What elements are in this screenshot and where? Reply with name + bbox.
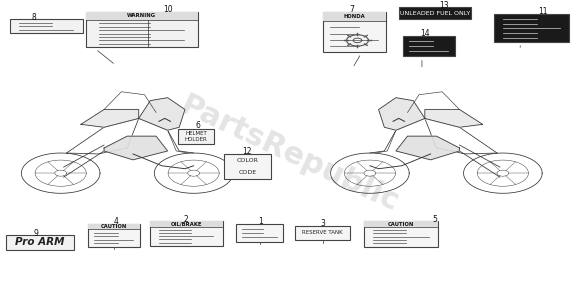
Text: 3: 3 [320,219,325,228]
Bar [150,221,223,227]
Text: WARNING: WARNING [127,13,157,18]
Text: 2: 2 [184,215,188,223]
Text: OIL/BRAKE: OIL/BRAKE [171,222,202,226]
Text: 14: 14 [421,29,430,38]
Bar [88,224,140,229]
Text: CAUTION: CAUTION [388,222,414,227]
Bar [494,14,569,42]
Text: 5: 5 [432,215,437,223]
Text: UNLEADED FUEL ONLY: UNLEADED FUEL ONLY [400,11,470,15]
Text: PartsRepublic: PartsRepublic [175,91,403,217]
Text: HONDA: HONDA [343,14,365,19]
Bar [323,12,386,21]
Text: 12: 12 [243,147,252,156]
Text: CAUTION: CAUTION [101,224,127,229]
Polygon shape [139,98,185,130]
Bar [323,12,386,52]
Text: 9: 9 [34,229,38,238]
Bar [364,221,438,227]
Bar [364,221,438,247]
Polygon shape [104,136,168,160]
Bar [399,7,471,19]
Text: HELMET
HOLDER: HELMET HOLDER [184,131,208,141]
Bar [150,221,223,246]
Bar [88,224,140,247]
Bar [10,19,83,33]
Text: 4: 4 [113,218,118,226]
Bar [403,36,455,56]
Text: 6: 6 [195,121,200,130]
Polygon shape [379,98,425,130]
Polygon shape [396,136,460,160]
Bar [295,226,350,240]
Text: 11: 11 [539,7,548,16]
Bar [224,154,271,179]
Text: 1: 1 [258,218,262,226]
Text: COLOR

CODE: COLOR CODE [236,158,258,175]
Text: 10: 10 [163,5,172,14]
Polygon shape [81,110,139,127]
Bar [236,224,283,242]
Bar [178,129,214,144]
Polygon shape [425,110,483,127]
Text: Pro ARM: Pro ARM [15,237,65,247]
Bar [86,12,198,20]
Text: RESERVE TANK: RESERVE TANK [302,230,343,235]
Bar [86,12,198,47]
Text: 7: 7 [349,5,354,14]
Bar [6,235,74,250]
Text: 8: 8 [31,13,36,22]
Text: 13: 13 [439,1,449,9]
